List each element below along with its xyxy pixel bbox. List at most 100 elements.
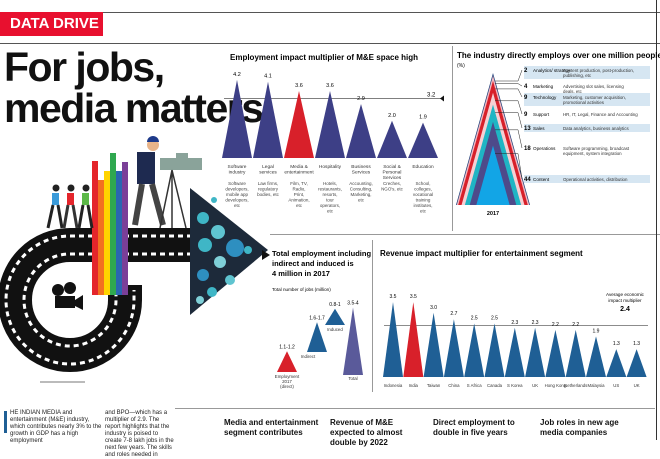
legend-row-shade	[524, 93, 650, 106]
segment-role: Technology	[533, 95, 557, 100]
triangle-bar	[284, 91, 314, 158]
category-description: Law firms, regulatory bodies, etc	[257, 181, 280, 197]
category-label: Malaysia	[588, 383, 606, 388]
category-label: China	[448, 383, 460, 388]
average-value: 2.4	[620, 306, 630, 313]
walking-people	[46, 184, 94, 229]
chart-title-1: Total employment including	[272, 249, 371, 258]
segment-value: 2	[524, 68, 528, 74]
average-label-1: Average economic	[606, 292, 645, 297]
leader-line	[495, 112, 523, 129]
page-edge	[656, 0, 657, 440]
value-label: 1.9	[419, 115, 427, 121]
chart-subtitle: Total number of jobs (million)	[272, 287, 331, 292]
category-label: US	[613, 383, 619, 388]
legend-row-shade	[524, 124, 650, 132]
segment-value: 44	[524, 177, 531, 183]
category-label: UK	[634, 383, 640, 388]
divider	[270, 234, 660, 235]
category-description: Hotels, restaurants, resorts, tour operators…	[318, 181, 342, 214]
value-label: 4.1	[264, 74, 272, 80]
triangle-bar	[307, 322, 327, 352]
value-label: 2.3	[532, 320, 539, 326]
value-label: 2.9	[357, 96, 365, 102]
subhead-4: Job roles in new age media companies	[540, 418, 619, 437]
value-label: 2.3	[511, 320, 518, 326]
segment-value: 18	[524, 146, 531, 152]
section-badge: DATA DRIVE	[0, 12, 103, 36]
divider	[175, 408, 655, 409]
x-label: 2017	[487, 211, 499, 217]
headline-line-2: media matters	[4, 85, 264, 131]
film-perforations-inner	[22, 252, 192, 348]
divider	[452, 46, 453, 231]
value-label: 3.5-4	[347, 301, 359, 307]
chart-title-3: 4 million in 2017	[272, 269, 330, 278]
category-label: Employment 2017 (direct)	[275, 374, 300, 389]
category-label: Total	[348, 376, 357, 381]
category-label: Legal services	[259, 164, 277, 176]
triangle-bar	[253, 81, 283, 158]
value-label: 2.5	[471, 316, 478, 322]
value-label: 1.9	[593, 328, 600, 334]
triangle-bar	[383, 302, 403, 377]
segment-role: Analytics/ strategy	[533, 68, 571, 73]
category-label: India	[409, 383, 419, 388]
value-label: 1.6-1.7	[309, 315, 325, 321]
rainbow-bars	[92, 153, 128, 295]
triangle-bar	[565, 329, 586, 377]
triangle-bar	[545, 329, 566, 377]
category-description: Creches, NGO's, etc	[381, 181, 404, 192]
segment-role: Sales	[533, 126, 545, 131]
legend-row-shade	[524, 66, 650, 79]
segment-description: Advertising slot sales, licensing deals, …	[563, 84, 624, 94]
legend-row-shade	[524, 175, 650, 183]
segment-role: Content	[533, 177, 550, 182]
leader-line	[495, 83, 523, 87]
triangle-bar	[443, 319, 464, 377]
leader-line	[495, 100, 523, 115]
media-illustration	[0, 136, 268, 383]
leader-line	[495, 129, 523, 149]
leader-line	[495, 153, 523, 180]
category-label: UK	[532, 383, 538, 388]
triangle-bar	[315, 91, 345, 158]
value-label: 2.2	[572, 322, 579, 328]
category-label: Netherlands	[564, 383, 587, 388]
triangle-bar	[504, 327, 525, 377]
article-accent-bar	[4, 411, 7, 433]
leader-line	[495, 69, 523, 82]
triangle-bar	[222, 79, 252, 158]
category-label: Software industry	[228, 164, 247, 176]
value-label: 3.0	[430, 305, 437, 311]
subhead-3: Direct employment to double in five year…	[433, 418, 515, 437]
triangle-bar	[346, 104, 376, 158]
film-strip	[0, 228, 195, 372]
segment-role: Operations	[533, 146, 556, 151]
category-description: Film, TV, Radio, Print, Animation, etc	[288, 181, 309, 208]
value-label: 2.2	[552, 322, 559, 328]
divider	[372, 240, 373, 392]
value-label: 2.7	[450, 311, 457, 317]
chart-title: Revenue impact multiplier for entertainm…	[380, 249, 583, 258]
category-label: Business Services	[351, 164, 371, 176]
subhead-1: Media and entertainment segment contribu…	[224, 418, 319, 437]
illustration-credit	[40, 381, 85, 383]
value-label: 0.8-1	[329, 302, 341, 308]
segment-description: Data analytics, business analytics	[563, 126, 629, 131]
headline: For jobs, media matters	[4, 47, 264, 131]
triangle-bar	[343, 307, 363, 375]
chart-title: Employment impact multiplier of M&E spac…	[230, 53, 418, 62]
value-label: 1.3	[613, 341, 620, 347]
category-description: Software developers, mobile app developers,…	[225, 181, 248, 208]
value-label: 3.6	[326, 83, 334, 89]
segment-role: Support	[533, 112, 550, 117]
category-label: S Korea	[507, 383, 523, 388]
triangle-bar	[586, 336, 606, 377]
triangle-bar	[464, 323, 485, 377]
segment-value: 9	[524, 95, 528, 101]
chart-title: The industry directly employs over one m…	[457, 51, 660, 60]
category-label: Indirect	[301, 354, 316, 359]
triangle-bar	[377, 120, 407, 158]
triangle-bar	[626, 349, 647, 377]
